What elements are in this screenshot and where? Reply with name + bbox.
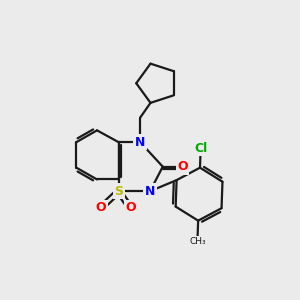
Text: O: O [125,201,136,214]
Text: S: S [114,185,123,198]
Text: N: N [145,185,155,198]
Text: N: N [135,136,146,148]
Text: CH₃: CH₃ [189,237,206,246]
Text: Cl: Cl [194,142,207,154]
Text: O: O [177,160,188,173]
Text: O: O [96,201,106,214]
